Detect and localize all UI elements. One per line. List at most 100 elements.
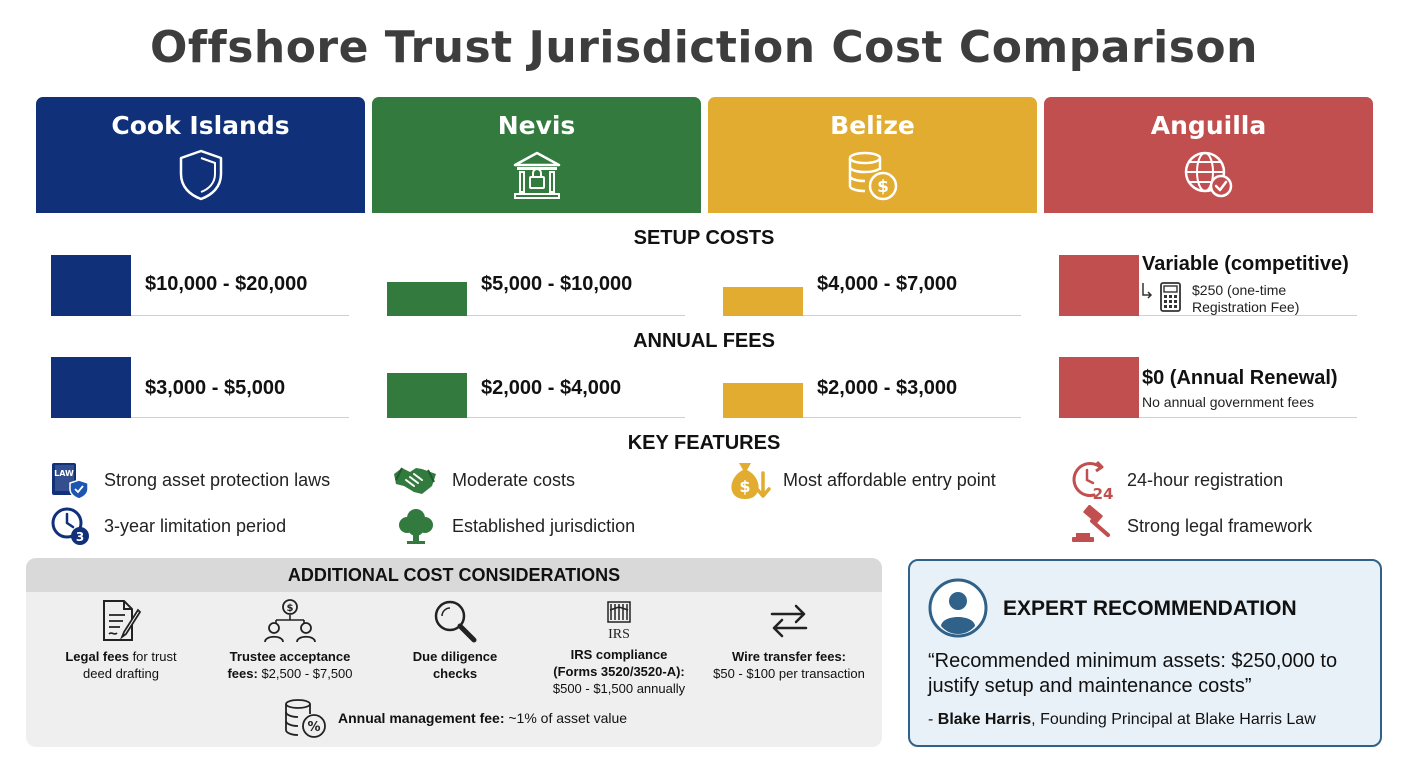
legal-fees-item: Legal fees for trust deed drafting <box>36 598 206 682</box>
page-title: Offshore Trust Jurisdiction Cost Compari… <box>150 22 1258 73</box>
management-fee-item: % Annual management fee: ~1% of asset va… <box>282 696 627 740</box>
handshake-icon <box>394 467 436 494</box>
key-features-heading: KEY FEATURES <box>627 432 781 454</box>
color-swatch <box>1059 255 1139 316</box>
feature-text: Most affordable entry point <box>783 469 996 490</box>
annual-amount: $2,000 - $3,000 <box>817 377 958 399</box>
annual-fee-nevis: $2,000 - $4,000 <box>387 356 685 418</box>
header-cook-islands: Cook Islands <box>36 97 365 213</box>
clock-number: 3 <box>76 530 84 544</box>
feature-item: Moderate costs <box>392 460 575 500</box>
clock-three-icon: 3 <box>51 507 89 545</box>
annual-amount: $3,000 - $5,000 <box>145 377 286 399</box>
globe-check-icon <box>1184 151 1232 198</box>
feature-text: Established jurisdiction <box>452 515 636 536</box>
setup-amount: Variable (competitive) <box>1142 253 1349 275</box>
calculator-icon <box>1142 282 1181 312</box>
jurisdiction-name: Anguilla <box>1150 111 1267 140</box>
header-anguilla: Anguilla <box>1044 97 1373 213</box>
feature-item: 24 24-hour registration <box>1070 460 1284 501</box>
color-swatch <box>51 255 131 316</box>
magnifier-icon <box>434 600 477 643</box>
wire-transfer-item: Wire transfer fees: $50 - $100 per transa… <box>699 598 879 682</box>
document-pen-icon <box>103 600 142 641</box>
due-diligence-text: Due diligence checks <box>412 649 498 681</box>
divider <box>467 417 685 418</box>
due-diligence-item: Due diligence checks <box>370 598 540 682</box>
setup-amount: $10,000 - $20,000 <box>145 273 308 295</box>
expert-recommendation-panel: EXPERT RECOMMENDATION “Recommended minim… <box>908 559 1382 747</box>
annual-fee-belize: $2,000 - $3,000 <box>723 356 1021 418</box>
annual-fee-anguilla: $0 (Annual Renewal) No annual government… <box>1059 356 1357 418</box>
law-book-label: LAW <box>54 469 74 478</box>
coins-percent-icon: % <box>285 699 326 738</box>
color-swatch <box>1059 357 1139 418</box>
annual-note: No annual government fees <box>1142 394 1314 410</box>
management-fee-text: Annual management fee: ~1% of asset valu… <box>338 710 628 726</box>
feature-item: Strong legal framework <box>1070 505 1313 546</box>
setup-costs-heading: SETUP COSTS <box>633 227 775 249</box>
wire-transfer-text: Wire transfer fees: $50 - $100 per transa… <box>713 649 865 681</box>
gavel-icon <box>1072 505 1110 542</box>
trustee-fees-text: Trustee acceptance fees: $2,500 - $7,500 <box>227 649 353 681</box>
svg-text:$: $ <box>739 477 750 496</box>
setup-cost-anguilla: Variable (competitive) $250 (one-time Re… <box>1059 253 1357 316</box>
color-swatch <box>387 373 467 418</box>
setup-cost-nevis: $5,000 - $10,000 <box>387 254 685 316</box>
expert-heading: EXPERT RECOMMENDATION <box>1003 597 1297 620</box>
clock-24-icon: 24 <box>1072 460 1114 501</box>
feature-text: 24-hour registration <box>1127 469 1284 490</box>
feature-text: Moderate costs <box>452 469 576 490</box>
setup-cost-belize: $4,000 - $7,000 <box>723 254 1021 316</box>
divider <box>131 417 349 418</box>
expert-quote: “Recommended minimum assets: $250,000 to… <box>928 650 1338 697</box>
svg-text:%: % <box>307 720 320 735</box>
divider <box>803 417 1021 418</box>
irs-compliance-text: IRS compliance (Forms 3520/3520-A): $500 -… <box>552 647 686 696</box>
shield-icon <box>179 149 222 201</box>
color-swatch <box>723 287 803 316</box>
setup-note: $250 (one-time <box>1192 282 1287 298</box>
color-swatch <box>723 383 803 418</box>
setup-cost-cook-islands: $10,000 - $20,000 <box>51 254 349 316</box>
annual-fee-cook-islands: $3,000 - $5,000 <box>51 356 349 418</box>
bank-lock-icon <box>513 151 560 199</box>
color-swatch <box>387 282 467 316</box>
expert-attribution: - Blake Harris, Founding Principal at Bl… <box>928 711 1316 728</box>
annual-fees-heading: ANNUAL FEES <box>633 330 775 352</box>
tree-icon <box>399 509 433 544</box>
people-dollar-icon: $ <box>264 599 316 643</box>
annual-amount: $2,000 - $4,000 <box>481 377 622 399</box>
jurisdiction-name: Cook Islands <box>111 111 290 140</box>
additional-costs-panel: ADDITIONAL COST CONSIDERATIONS Legal fee… <box>26 558 882 747</box>
coin-stack-dollar-icon: $ <box>848 151 897 201</box>
irs-compliance-item: IRS IRS compliance (Forms 3520/3520-A): $5… <box>534 598 704 697</box>
divider <box>131 315 349 316</box>
divider <box>467 315 685 316</box>
irs-icon-label: IRS <box>608 627 630 642</box>
header-belize: Belize $ <box>708 97 1037 213</box>
additional-costs-heading: ADDITIONAL COST CONSIDERATIONS <box>26 558 882 592</box>
irs-eagle-icon: IRS <box>607 601 631 642</box>
annual-amount: $0 (Annual Renewal) <box>1142 367 1338 389</box>
registration-hours: 24 <box>1093 485 1114 501</box>
svg-text:$: $ <box>877 177 889 197</box>
feature-item: $ Most affordable entry point <box>727 460 996 500</box>
setup-amount: $5,000 - $10,000 <box>481 273 633 295</box>
transfer-arrows-icon <box>770 604 808 638</box>
legal-fees-text: Legal fees for trust deed drafting <box>65 649 177 681</box>
avatar-icon <box>928 578 988 638</box>
feature-item: Established jurisdiction <box>396 506 635 546</box>
feature-text: Strong asset protection laws <box>104 469 331 490</box>
trustee-fees-item: $ Trustee acceptance fees: $2,500 - $7,50… <box>205 598 375 682</box>
feature-item: LAW Strong asset protection laws <box>50 460 330 500</box>
feature-text: Strong legal framework <box>1127 515 1313 536</box>
svg-text:$: $ <box>287 603 294 614</box>
color-swatch <box>51 357 131 418</box>
money-bag-down-icon: $ <box>731 463 771 499</box>
setup-amount: $4,000 - $7,000 <box>817 273 958 295</box>
feature-text: 3-year limitation period <box>104 515 287 536</box>
feature-item: 3 3-year limitation period <box>50 506 286 546</box>
divider <box>1139 315 1357 316</box>
divider <box>1139 417 1357 418</box>
